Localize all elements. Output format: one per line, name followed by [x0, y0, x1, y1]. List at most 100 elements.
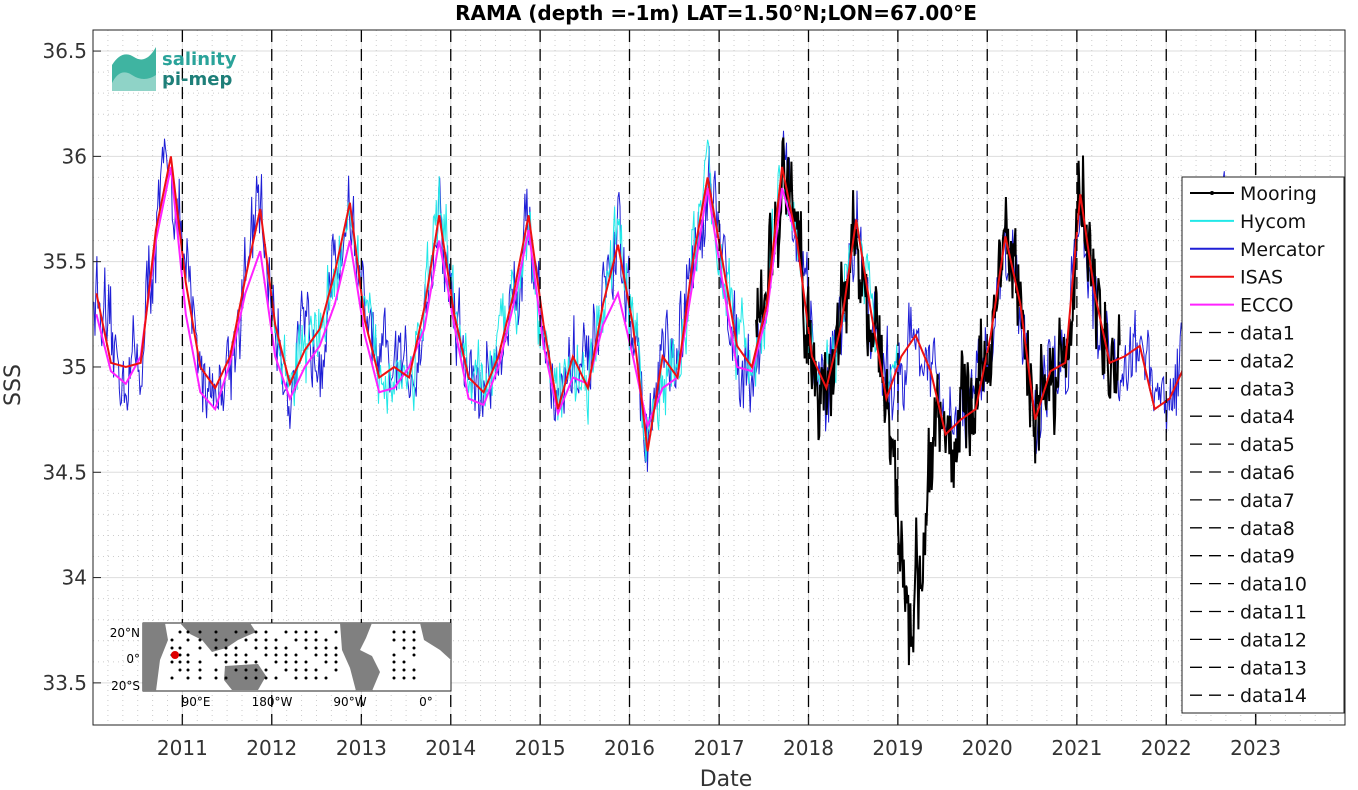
- mooring-dot: [274, 660, 278, 664]
- mooring-dot: [334, 630, 338, 634]
- mooring-dot: [304, 638, 308, 642]
- mooring-dot: [198, 646, 202, 650]
- legend-label: data7: [1240, 490, 1295, 512]
- x-tick-label: 2018: [783, 736, 834, 760]
- mooring-dot: [402, 630, 406, 634]
- inset-lon-label-180w: 180°W: [252, 695, 293, 709]
- mooring-dot: [294, 676, 298, 680]
- mooring-dot: [234, 630, 238, 634]
- logo-wave-icon: [112, 47, 156, 83]
- mooring-dot: [324, 676, 328, 680]
- mooring-dot: [284, 668, 288, 672]
- x-tick-label: 2021: [1051, 736, 1102, 760]
- legend-label: data4: [1240, 406, 1295, 428]
- landmass-americas: [340, 623, 380, 691]
- mooring-dot: [412, 646, 416, 650]
- mooring-dot: [254, 660, 258, 664]
- mooring-dot: [392, 676, 396, 680]
- y-axis-label: SSS: [1, 364, 26, 406]
- mooring-dot: [170, 646, 174, 650]
- mooring-dot: [314, 646, 318, 650]
- mooring-dot: [392, 653, 396, 657]
- mooring-dot: [244, 676, 248, 680]
- mooring-dot: [274, 646, 278, 650]
- mooring-dot: [264, 646, 268, 650]
- mooring-dot: [392, 638, 396, 642]
- mooring-dot: [234, 668, 238, 672]
- y-tick-label: 36: [62, 144, 87, 168]
- mooring-dot: [170, 676, 174, 680]
- mooring-array-dots: [170, 630, 416, 680]
- mooring-dot: [264, 630, 268, 634]
- legend-label: data1: [1240, 323, 1295, 345]
- mooring-dot: [314, 653, 318, 657]
- mooring-dot: [402, 638, 406, 642]
- x-tick-label: 2016: [604, 736, 655, 760]
- mooring-dot: [392, 660, 396, 664]
- x-tick-label: 2017: [694, 736, 745, 760]
- legend-box: [1181, 176, 1345, 714]
- mooring-dot: [244, 660, 248, 664]
- landmass-asia: [180, 623, 256, 652]
- mooring-dot: [314, 638, 318, 642]
- mooring-dot: [294, 638, 298, 642]
- mooring-dot: [264, 676, 268, 680]
- x-tick-label: 2014: [425, 736, 476, 760]
- mooring-dot: [304, 676, 308, 680]
- legend-label: data2: [1240, 350, 1295, 372]
- legend-label: data10: [1240, 574, 1307, 596]
- mooring-dot: [334, 653, 338, 657]
- x-tick-label: 2015: [515, 736, 566, 760]
- mooring-dot: [294, 660, 298, 664]
- legend-label: ECCO: [1240, 295, 1294, 317]
- mooring-dot: [198, 660, 202, 664]
- mooring-dot: [186, 653, 190, 657]
- y-tick-label: 35: [62, 355, 87, 379]
- mooring-dot: [214, 653, 218, 657]
- x-tick-label: 2012: [246, 736, 297, 760]
- mooring-dot: [412, 676, 416, 680]
- legend-label: Mercator: [1240, 239, 1325, 261]
- mooring-dot: [324, 638, 328, 642]
- mooring-dot: [178, 630, 182, 634]
- mooring-dot: [304, 630, 308, 634]
- mooring-dot: [412, 668, 416, 672]
- mooring-dot: [274, 638, 278, 642]
- mooring-dot: [178, 660, 182, 664]
- legend-label: Hycom: [1240, 211, 1306, 233]
- mooring-dot: [178, 668, 182, 672]
- mooring-dot: [412, 638, 416, 642]
- mooring-dot: [392, 668, 396, 672]
- x-tick-label: 2011: [157, 736, 208, 760]
- mooring-dot: [178, 646, 182, 650]
- x-tick-label: 2013: [336, 736, 387, 760]
- mooring-dot: [186, 668, 190, 672]
- inset-map: 20°N 0° 20°S 90°E 180°W 90°W 0°: [110, 622, 452, 709]
- mooring-dot: [314, 676, 318, 680]
- legend-label: data12: [1240, 629, 1307, 651]
- inset-lon-label-90w: 90°W: [333, 695, 366, 709]
- mooring-dot: [214, 638, 218, 642]
- mooring-dot: [324, 653, 328, 657]
- series-line-mooring: [755, 137, 1121, 666]
- legend-label: data3: [1240, 378, 1295, 400]
- legend-label: data14: [1240, 685, 1307, 707]
- y-tick-label: 35.5: [42, 250, 87, 274]
- mooring-dot: [402, 660, 406, 664]
- y-tick-label: 33.5: [42, 671, 87, 695]
- mooring-dot: [334, 660, 338, 664]
- landmass-west-africa: [420, 623, 451, 660]
- logo: salinity pi-mep: [112, 47, 237, 91]
- x-tick-label: 2019: [872, 736, 923, 760]
- y-tick-label: 36.5: [42, 39, 87, 63]
- mooring-dot: [170, 638, 174, 642]
- mooring-dot: [334, 646, 338, 650]
- mooring-dot: [224, 646, 228, 650]
- mooring-dot: [314, 630, 318, 634]
- mooring-dot: [234, 646, 238, 650]
- mooring-dot: [214, 646, 218, 650]
- y-tick-label: 34: [62, 566, 87, 590]
- series-line-isas: [95, 156, 1200, 452]
- mooring-dot: [264, 668, 268, 672]
- mooring-dot: [264, 653, 268, 657]
